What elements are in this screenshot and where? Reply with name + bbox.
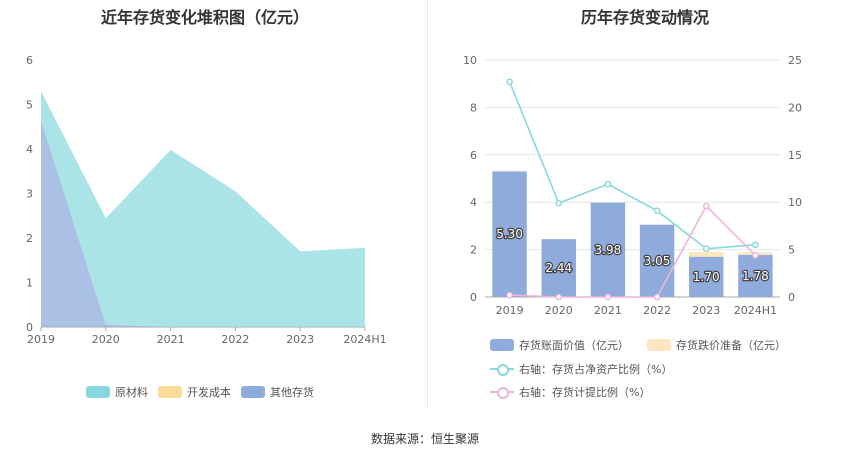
right-y-right-tick-label: 25 bbox=[788, 54, 802, 67]
legend-label-impairment: 存货跌价准备（亿元） bbox=[676, 339, 786, 352]
left-x-tick-label: 2020 bbox=[92, 333, 120, 345]
left-y-tick-label: 1 bbox=[26, 277, 33, 290]
legend-label-provision-ratio: 右轴：存货计提比例（%） bbox=[519, 386, 651, 399]
right-y-left-tick-label: 10 bbox=[463, 54, 477, 67]
right-y-right-tick-label: 10 bbox=[788, 196, 802, 209]
legend-swatch-provision-ratio bbox=[490, 386, 514, 399]
legend-swatch-book-value bbox=[490, 339, 514, 351]
bar-data-label: 1.70 bbox=[693, 270, 720, 284]
legend-item-dev-cost[interactable]: 开发成本 bbox=[158, 384, 231, 400]
bar-book-value bbox=[492, 171, 527, 297]
legend-swatch-raw-material bbox=[86, 386, 110, 398]
panel-divider bbox=[427, 0, 428, 408]
bar-data-label: 2.44 bbox=[545, 261, 572, 275]
legend-item-impairment[interactable]: 存货跌价准备（亿元） bbox=[647, 337, 786, 353]
left-y-tick-label: 6 bbox=[26, 54, 33, 67]
line-point-1 bbox=[752, 251, 759, 259]
left-x-tick-label: 2019 bbox=[27, 333, 55, 345]
right-y-left-tick-label: 0 bbox=[470, 291, 477, 304]
bar-book-value bbox=[541, 239, 576, 297]
legend-label-book-value: 存货账面价值（亿元） bbox=[519, 339, 629, 352]
data-source-note: 数据来源：恒生聚源 bbox=[370, 432, 479, 446]
right-x-tick-label: 2023 bbox=[692, 304, 720, 317]
bar-data-label: 5.30 bbox=[496, 227, 523, 241]
right-x-tick-label: 2021 bbox=[594, 304, 622, 317]
line-point-0 bbox=[555, 199, 563, 207]
left-area-series-0 bbox=[41, 120, 365, 327]
right-y-right-tick-label: 5 bbox=[788, 244, 795, 257]
left-y-tick-label: 4 bbox=[26, 143, 33, 156]
legend-item-raw-material[interactable]: 原材料 bbox=[86, 384, 148, 400]
right-x-tick-label: 2020 bbox=[545, 304, 573, 317]
line-point-1 bbox=[506, 291, 513, 299]
legend-swatch-dev-cost bbox=[158, 386, 182, 398]
line-series-1 bbox=[509, 204, 756, 298]
right-y-left-tick-label: 2 bbox=[470, 244, 477, 257]
bar-book-value bbox=[689, 256, 724, 297]
right-bar-line-chart: 0 2 4 6 8 10 0 5 10 15 20 25 5.30 2.44 3.98 3.05 1.70 1.7… bbox=[463, 54, 802, 317]
legend-item-book-value[interactable]: 存货账面价值（亿元） bbox=[490, 337, 629, 353]
bar-data-label: 3.98 bbox=[595, 243, 622, 257]
right-legend-row2: 右轴：存货占净资产比例（%） bbox=[490, 361, 672, 377]
bar-book-value bbox=[590, 202, 626, 297]
right-y-right-tick-label: 20 bbox=[788, 101, 802, 114]
line-point-1 bbox=[702, 202, 710, 210]
left-stacked-area-chart: 0 1 2 3 4 5 6 2019 2020 2021 2022 2023 2024H1 bbox=[26, 54, 387, 345]
left-y-tick-label: 3 bbox=[26, 188, 33, 201]
bar-book-value bbox=[639, 224, 675, 297]
legend-item-other-inventory[interactable]: 其他存货 bbox=[241, 384, 314, 400]
right-chart-title: 历年存货变动情况 bbox=[580, 8, 709, 27]
bar-impairment bbox=[689, 251, 724, 257]
legend-item-provision-ratio[interactable]: 右轴：存货计提比例（%） bbox=[490, 384, 650, 400]
right-y-left-tick-label: 6 bbox=[470, 149, 477, 162]
legend-swatch-impairment bbox=[647, 339, 671, 351]
left-y-tick-label: 0 bbox=[26, 321, 33, 334]
line-point-0 bbox=[653, 207, 661, 215]
legend-label-inventory-ratio: 右轴：存货占净资产比例（%） bbox=[519, 363, 673, 376]
left-x-tick-label: 2022 bbox=[221, 333, 249, 345]
right-legend-row1: 存货账面价值（亿元） 存货跌价准备（亿元） bbox=[490, 337, 786, 353]
line-point-0 bbox=[604, 180, 612, 188]
left-x-tick-label: 2023 bbox=[286, 333, 314, 345]
legend-swatch-other-inventory bbox=[241, 386, 265, 398]
line-point-0 bbox=[702, 245, 710, 252]
line-point-0 bbox=[752, 241, 759, 249]
right-y-right-tick-label: 15 bbox=[788, 149, 802, 162]
left-y-tick-label: 2 bbox=[26, 232, 33, 245]
left-y-tick-label: 5 bbox=[26, 99, 33, 112]
legend-item-inventory-ratio[interactable]: 右轴：存货占净资产比例（%） bbox=[490, 361, 672, 377]
left-x-tick-label: 2024H1 bbox=[343, 333, 386, 345]
legend-label-dev-cost: 开发成本 bbox=[187, 386, 231, 399]
line-point-0 bbox=[506, 78, 513, 86]
bar-data-label: 3.05 bbox=[644, 254, 671, 268]
line-point-1 bbox=[653, 293, 661, 301]
bar-book-value bbox=[738, 254, 773, 297]
legend-label-raw-material: 原材料 bbox=[115, 386, 148, 399]
right-y-right-tick-label: 0 bbox=[788, 291, 795, 304]
left-legend: 原材料 开发成本 其他存货 bbox=[86, 384, 314, 400]
left-x-tick-label: 2021 bbox=[157, 333, 185, 345]
right-legend-row3: 右轴：存货计提比例（%） bbox=[490, 384, 650, 400]
line-series-0 bbox=[508, 81, 756, 250]
line-point-1 bbox=[604, 293, 612, 301]
left-chart-title: 近年存货变化堆积图（亿元） bbox=[100, 8, 309, 27]
right-x-tick-label: 2024H1 bbox=[734, 304, 777, 317]
left-area-series-1 bbox=[41, 91, 365, 328]
line-point-1 bbox=[555, 293, 563, 301]
bar-data-label: 1.78 bbox=[742, 269, 769, 283]
right-y-left-tick-label: 4 bbox=[470, 196, 477, 209]
legend-swatch-inventory-ratio bbox=[490, 363, 514, 376]
legend-label-other-inventory: 其他存货 bbox=[270, 386, 314, 399]
right-x-tick-label: 2019 bbox=[496, 304, 524, 317]
right-x-tick-label: 2022 bbox=[643, 304, 671, 317]
right-y-left-tick-label: 8 bbox=[470, 101, 477, 114]
